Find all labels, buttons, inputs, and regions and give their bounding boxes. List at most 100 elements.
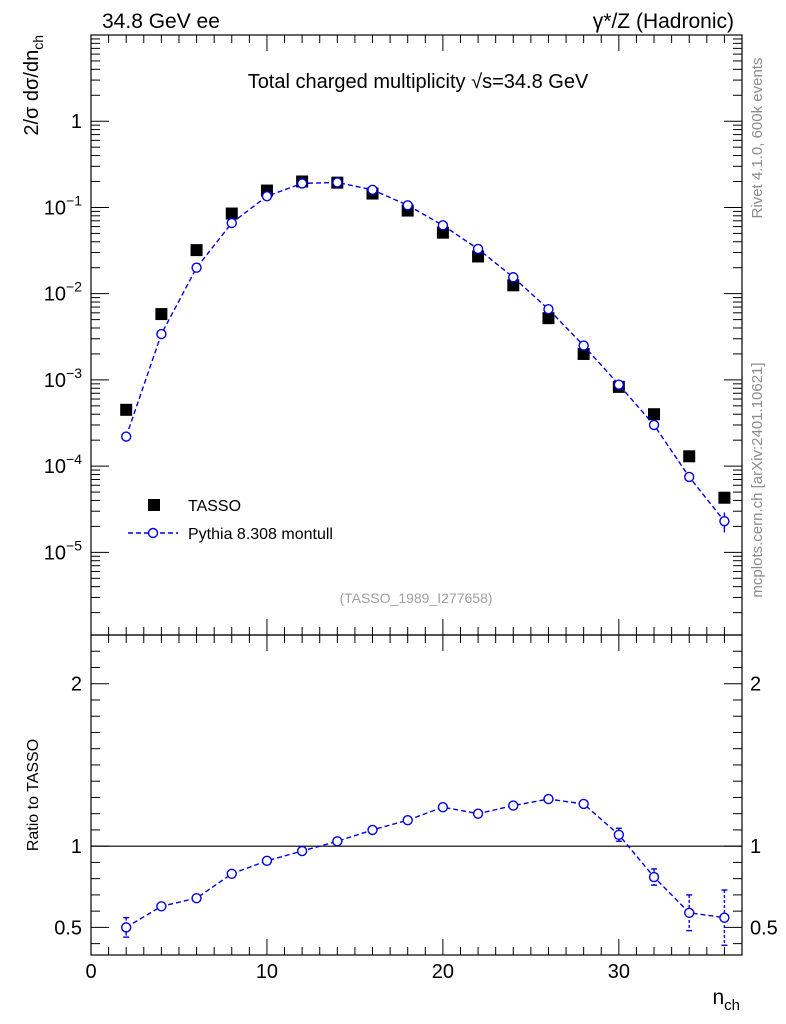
- y-tick-mantissa: 10: [44, 284, 66, 306]
- y-tick-exponent: −4: [66, 451, 82, 467]
- y-tick-mantissa: 10: [44, 456, 66, 478]
- y-tick-mantissa: 10: [44, 197, 66, 219]
- mcplots-label: mcplots.cern.ch [arXiv:2401.10621]: [749, 362, 766, 597]
- ratio-y-tick-label-left: 2: [71, 674, 82, 696]
- ratio-y-tick-label-left: 1: [71, 836, 82, 858]
- y-tick-exponent: −3: [66, 365, 82, 381]
- mc-point: [578, 340, 589, 351]
- rivet-label: Rivet 4.1.0, 600k events: [749, 58, 766, 219]
- mc-point: [367, 184, 378, 196]
- data-point-tasso: [155, 308, 168, 321]
- ratio-line: [125, 798, 725, 928]
- ratio-point: [684, 907, 695, 918]
- ratio-point: [156, 901, 167, 912]
- y-tick-label: 1: [71, 111, 82, 133]
- ratio-point: [578, 798, 589, 810]
- data-point-tasso: [472, 250, 485, 263]
- y-tick-label: 10−3: [44, 365, 82, 392]
- mc-point: [296, 178, 308, 189]
- x-axis-label: nch: [712, 986, 740, 1014]
- mc-point: [191, 262, 202, 273]
- data-point-tasso: [718, 491, 731, 504]
- x-tick-label: 20: [432, 961, 454, 983]
- x-axis-label-sub: ch: [724, 997, 740, 1014]
- mc-point: [508, 272, 519, 283]
- data-point-tasso: [683, 450, 696, 463]
- y-tick-exponent: −2: [66, 279, 82, 295]
- x-tick-label: 0: [85, 961, 96, 983]
- data-point-tasso: [436, 226, 449, 239]
- main-panel-frame: [90, 34, 743, 636]
- mc-point: [719, 515, 730, 527]
- mc-point: [120, 431, 132, 442]
- main-axes: 10−510−410−310−210−11: [44, 35, 743, 635]
- main-series: [120, 175, 731, 533]
- ratio-point: [367, 824, 378, 836]
- main-ylabel: 2/σ dσ/dnch: [21, 35, 46, 136]
- ratio-series: [120, 793, 730, 946]
- ratio-point: [472, 808, 484, 819]
- title-prefix: Total charged multiplicity: [248, 71, 471, 93]
- mc-point: [226, 217, 237, 229]
- main-ylabel-text: 2/σ dσ/dn: [21, 50, 43, 136]
- mc-point: [332, 177, 343, 188]
- mc-point: [684, 471, 695, 483]
- data-point-tasso: [542, 312, 555, 325]
- y-tick-label: 10−4: [44, 451, 82, 478]
- title-sqrt: √s: [471, 71, 492, 93]
- y-tick-label: 10−1: [44, 192, 82, 219]
- legend-label-mc: Pythia 8.308 montull: [188, 526, 333, 543]
- y-tick-mantissa: 1: [71, 111, 82, 133]
- y-tick-mantissa: 10: [44, 370, 66, 392]
- data-point-tasso: [225, 207, 238, 220]
- mc-point: [156, 328, 167, 340]
- ratio-point: [719, 912, 730, 923]
- ratio-y-tick-label-right: 2: [750, 674, 761, 696]
- ratio-point: [508, 800, 519, 811]
- x-tick-label: 10: [256, 961, 278, 983]
- ratio-point: [402, 814, 413, 826]
- ratio-point: [648, 871, 660, 883]
- x-tick-label: 30: [608, 961, 630, 983]
- ratio-y-tick-label-left: 0.5: [54, 917, 82, 939]
- ratio-panel-frame: [90, 634, 743, 956]
- y-tick-label: 10−2: [44, 279, 82, 306]
- ratio-point: [261, 855, 273, 866]
- mc-line: [125, 181, 725, 522]
- data-point-tasso: [507, 279, 520, 292]
- ratio-point: [296, 845, 308, 857]
- header-right: γ*/Z (Hadronic): [593, 10, 734, 33]
- mc-point: [648, 419, 660, 431]
- data-point-tasso: [648, 408, 661, 421]
- ratio-ylabel: Ratio to TASSO: [25, 739, 42, 851]
- y-tick-exponent: −5: [66, 537, 82, 553]
- ratio-point: [543, 793, 554, 805]
- ratio-point: [191, 892, 202, 904]
- ratio-point: [613, 829, 625, 840]
- title-suffix: =34.8 GeV: [492, 71, 589, 93]
- data-point-tasso: [120, 403, 133, 416]
- header-left: 34.8 GeV ee: [102, 10, 220, 33]
- ratio-point: [437, 801, 449, 813]
- ratio-point: [226, 868, 237, 879]
- main-ylabel-sub: ch: [30, 35, 46, 50]
- y-tick-mantissa: 10: [44, 542, 66, 564]
- data-point-tasso: [577, 347, 590, 360]
- data-point-tasso: [190, 244, 203, 257]
- mc-point: [437, 220, 449, 231]
- legend-marker-mc: [147, 527, 159, 539]
- mc-point: [543, 304, 554, 315]
- mc-point: [613, 379, 625, 390]
- legend-marker-tasso: [148, 499, 160, 511]
- ratio-axes: 0 10 20 30 0.5 0.5 1 1 2 2: [54, 634, 778, 983]
- x-axis-label-text: n: [712, 986, 724, 1009]
- reference-id: (TASSO_1989_I277658): [339, 590, 492, 606]
- mc-point: [402, 200, 413, 211]
- mc-point: [472, 243, 484, 255]
- y-tick-label: 10−5: [44, 537, 82, 564]
- ratio-point: [120, 922, 132, 933]
- y-tick-exponent: −1: [66, 192, 82, 208]
- header-right-prefix: γ*/Z (Hadronic): [593, 10, 734, 33]
- ratio-y-tick-label-right: 1: [750, 836, 761, 858]
